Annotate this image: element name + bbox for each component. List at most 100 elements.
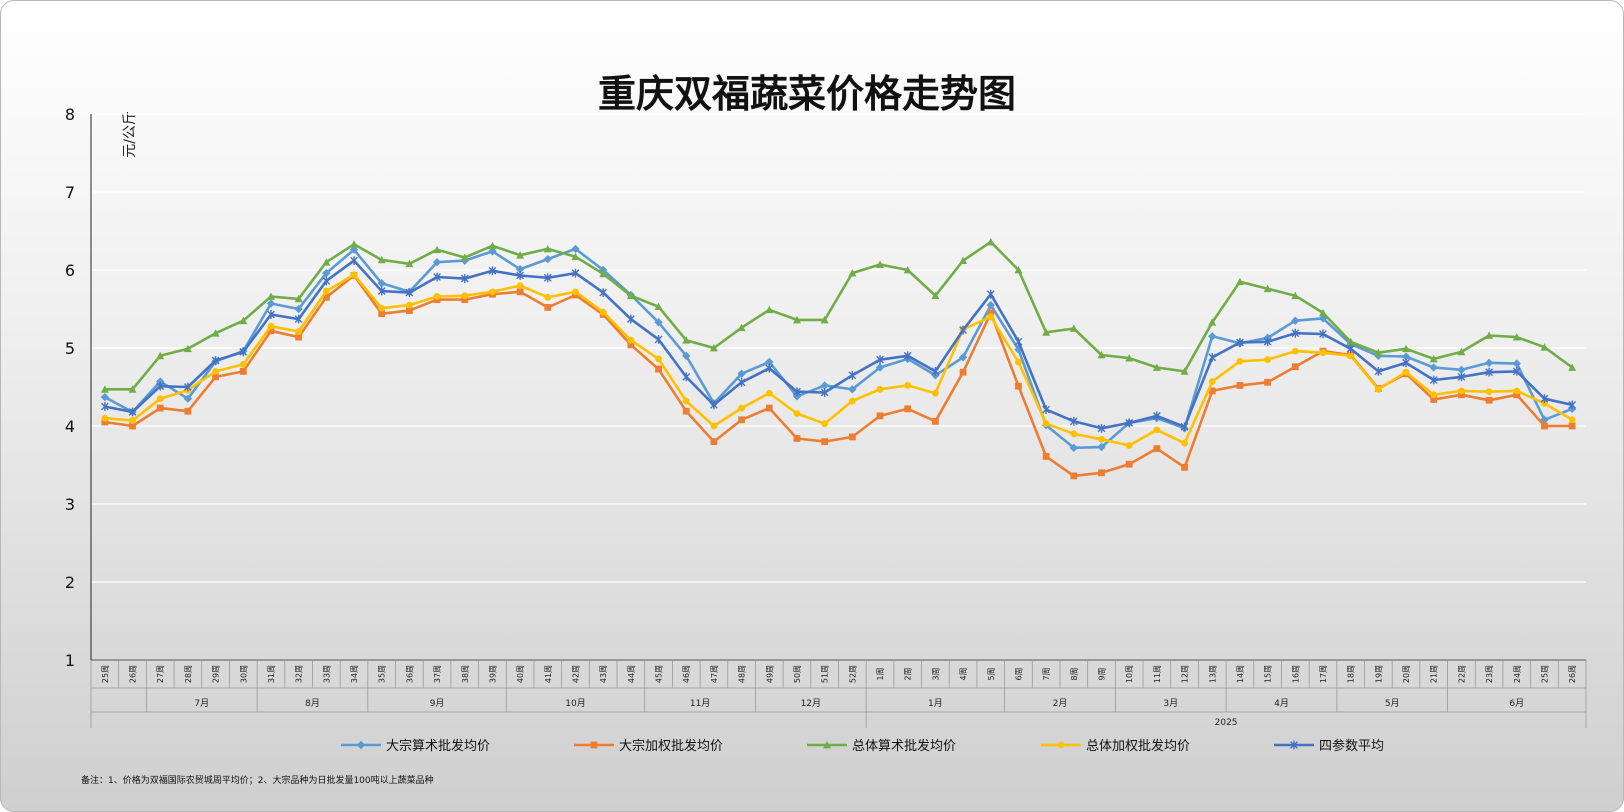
x-tick-label: 43周 (599, 665, 608, 683)
point-marker (377, 286, 386, 296)
x-tick-label: 4周 (959, 667, 968, 680)
x-tick-label: 31周 (267, 665, 276, 683)
point-marker (183, 394, 193, 403)
point-marker (322, 293, 330, 301)
point-marker (129, 422, 136, 430)
point-marker (1541, 422, 1548, 430)
point-marker (378, 310, 386, 318)
point-marker (405, 301, 413, 309)
point-marker (710, 400, 718, 410)
legend-label: 四参数平均 (1319, 738, 1384, 754)
point-marker (1208, 352, 1217, 362)
point-marker (433, 272, 441, 282)
point-marker (239, 316, 248, 325)
point-marker (266, 292, 275, 300)
point-marker (627, 336, 635, 344)
point-marker (1015, 358, 1022, 366)
point-marker (488, 266, 497, 276)
point-marker (765, 363, 774, 373)
point-marker (1512, 367, 1521, 376)
point-marker (128, 407, 137, 417)
point-marker (1125, 442, 1133, 449)
point-marker (322, 268, 331, 278)
point-marker (572, 288, 579, 296)
point-marker (322, 258, 331, 266)
point-marker (356, 740, 366, 750)
point-marker (1374, 367, 1383, 376)
point-marker (156, 381, 165, 391)
x-tick-label: 23周 (1485, 665, 1494, 683)
point-marker (1402, 344, 1411, 353)
point-marker (1458, 387, 1465, 395)
point-marker (156, 404, 164, 412)
point-marker (709, 344, 718, 352)
point-marker (212, 373, 219, 381)
point-marker (1485, 331, 1494, 339)
point-marker (1263, 337, 1272, 347)
x-tick-label: 17周 (1319, 665, 1328, 683)
point-marker (1290, 740, 1298, 750)
x-tick-label: 39周 (488, 665, 497, 683)
point-marker (571, 268, 580, 278)
point-marker (1042, 420, 1050, 428)
month-label: 6月 (1509, 698, 1524, 709)
point-marker (986, 237, 995, 246)
point-marker (820, 388, 829, 397)
point-marker (460, 274, 469, 283)
point-marker (294, 314, 303, 324)
point-marker (432, 258, 442, 267)
point-marker (1540, 343, 1549, 351)
point-marker (710, 422, 718, 430)
point-marker (1485, 367, 1493, 377)
point-marker (1540, 394, 1549, 404)
point-marker (599, 288, 608, 298)
point-marker (1097, 351, 1106, 359)
x-tick-label: 25周 (1540, 665, 1549, 683)
point-marker (1513, 387, 1521, 395)
point-marker (239, 360, 247, 368)
point-marker (1346, 337, 1355, 346)
point-marker (1319, 349, 1327, 357)
point-marker (876, 412, 884, 420)
point-marker (590, 741, 598, 749)
x-tick-label: 37周 (433, 665, 442, 683)
point-marker (1568, 363, 1577, 371)
point-marker (1180, 422, 1189, 432)
series-5 (100, 256, 1577, 433)
month-label: 1月 (928, 698, 943, 709)
point-marker (848, 397, 856, 405)
point-marker (100, 385, 109, 393)
point-marker (322, 287, 330, 295)
point-marker (571, 244, 580, 254)
point-marker (405, 307, 413, 314)
point-marker (239, 368, 247, 375)
point-marker (1014, 337, 1023, 347)
point-marker (1402, 358, 1410, 368)
point-marker (1070, 472, 1078, 480)
point-marker (461, 296, 469, 304)
legend-item: 总体加权批发均价 (1041, 738, 1190, 754)
x-tick-label: 20周 (1402, 665, 1411, 683)
legend-label: 总体加权批发均价 (1086, 738, 1190, 754)
legend-item: 总体算术批发均价 (807, 738, 956, 754)
point-marker (959, 368, 967, 376)
point-marker (682, 336, 691, 344)
x-tick-label: 15周 (1264, 665, 1273, 683)
point-marker (792, 315, 801, 324)
point-marker (1457, 347, 1466, 356)
point-marker (1512, 333, 1521, 341)
point-marker (682, 372, 691, 382)
point-marker (183, 344, 192, 353)
x-tick-label: 48周 (738, 665, 747, 683)
month-label: 11月 (690, 698, 710, 709)
point-marker (738, 416, 746, 424)
month-label: 8月 (305, 698, 320, 709)
point-marker (1125, 460, 1133, 468)
point-marker (1541, 399, 1548, 407)
point-marker (294, 294, 303, 303)
point-marker (295, 333, 303, 341)
point-marker (266, 299, 276, 308)
month-label: 9月 (430, 698, 445, 709)
